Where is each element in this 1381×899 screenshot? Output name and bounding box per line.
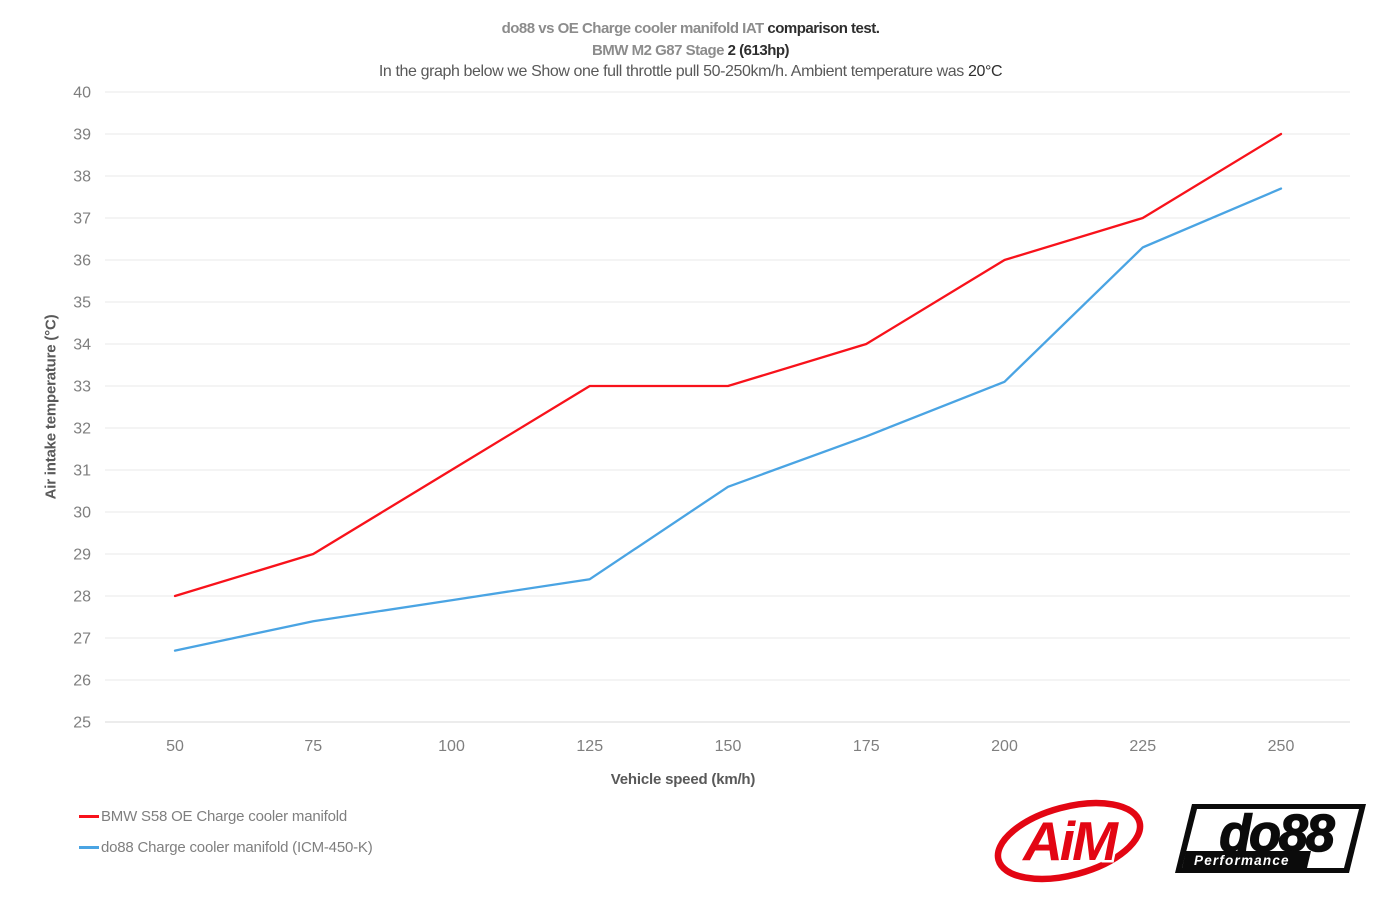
y-tick-label: 34 [73, 337, 91, 354]
y-tick-label: 35 [73, 295, 91, 312]
y-tick-labels: 25 26 27 28 29 30 31 32 33 34 35 36 37 38 39 40 [73, 85, 91, 732]
x-tick-label: 125 [576, 738, 603, 755]
y-tick-label: 26 [73, 673, 91, 690]
chart-subtitle-gray: BMW M2 G87 Stage [591, 42, 728, 59]
chart-title-dark: comparison test. [767, 20, 880, 37]
y-tick-label: 30 [73, 505, 91, 522]
series-line-oe [173, 132, 1283, 598]
y-tick-label: 39 [73, 127, 91, 144]
y-tick-label: 25 [73, 715, 91, 732]
aim-logo-text: AiM [1021, 810, 1119, 872]
aim-logo-ellipse-icon [994, 799, 1144, 883]
y-tick-label: 33 [73, 379, 91, 396]
chart-note-main: In the graph below we Show one full thro… [378, 63, 968, 80]
x-tick-label: 200 [991, 738, 1018, 755]
chart-title-gray: do88 vs OE Charge cooler manifold IAT [501, 20, 768, 37]
do88-performance-bar [1182, 851, 1311, 868]
y-tick-label: 27 [73, 631, 91, 648]
y-tick-label: 40 [73, 85, 91, 102]
chart-title: do88 vs OE Charge cooler manifold IAT co… [0, 20, 1381, 37]
x-tick-label: 150 [715, 738, 742, 755]
x-tick-labels: 50 75 100 125 150 175 200 225 250 [166, 738, 1294, 755]
chart-note: In the graph below we Show one full thro… [0, 63, 1381, 81]
chart-subtitle-dark: 2 (613hp) [727, 42, 790, 59]
x-tick-label: 100 [438, 738, 465, 755]
aim-logo: AiM [994, 799, 1144, 883]
y-tick-label: 29 [73, 547, 91, 564]
legend-swatch-oe-icon [79, 815, 99, 818]
chart-subtitle: BMW M2 G87 Stage 2 (613hp) [0, 42, 1381, 59]
legend-label-do88: do88 Charge cooler manifold (ICM-450-K) [101, 839, 373, 856]
y-tick-label: 28 [73, 589, 91, 606]
x-tick-label: 50 [166, 738, 184, 755]
chart-note-dark: 20°C [967, 63, 1003, 80]
y-axis-title: Air intake temperature (°C) [42, 314, 60, 500]
legend-label-oe: BMW S58 OE Charge cooler manifold [101, 808, 348, 825]
x-tick-label: 175 [853, 738, 880, 755]
y-tick-label: 31 [73, 463, 91, 480]
y-tick-label: 36 [73, 253, 91, 270]
do88-performance-text: Performance [1194, 853, 1290, 868]
y-tick-label: 32 [73, 421, 91, 438]
x-tick-label: 250 [1268, 738, 1295, 755]
legend-item-do88: do88 Charge cooler manifold (ICM-450-K) [79, 835, 373, 860]
series-line-do88 [173, 187, 1283, 652]
x-axis-title: Vehicle speed (km/h) [610, 771, 756, 788]
x-tick-label: 75 [304, 738, 322, 755]
gridlines [105, 91, 1350, 723]
y-tick-label: 37 [73, 211, 91, 228]
x-tick-label: 225 [1129, 738, 1156, 755]
legend-swatch-do88-icon [79, 846, 99, 849]
do88-logo: do88 Performance [1175, 804, 1366, 873]
plot-area: 25 26 27 28 29 30 31 32 33 34 35 36 37 38 39 40 50 75 100 1… [73, 85, 1350, 755]
legend-item-oe: BMW S58 OE Charge cooler manifold [79, 804, 373, 829]
legend: BMW S58 OE Charge cooler manifold do88 C… [79, 804, 373, 866]
y-tick-label: 38 [73, 169, 91, 186]
